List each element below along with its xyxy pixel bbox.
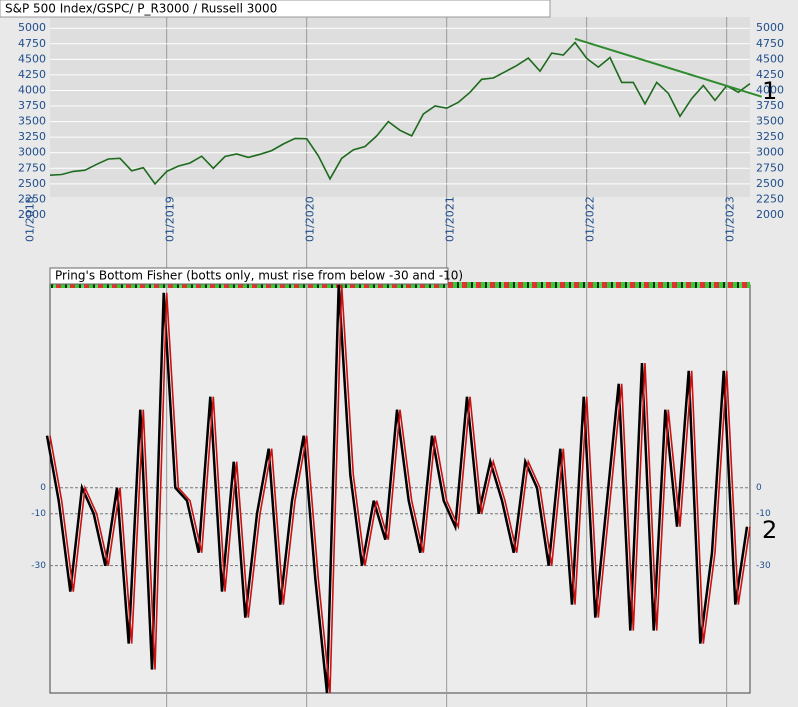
y-tick-label: 4500 — [18, 52, 46, 65]
y-tick-label: 2500 — [756, 177, 784, 190]
x-tick-label: 01/2019 — [164, 196, 177, 242]
y-tick-label: -10 — [756, 509, 771, 519]
x-tick-label: 01/2020 — [304, 196, 317, 242]
x-tick-label: 01/2022 — [584, 196, 597, 242]
y-tick-label: 2250 — [18, 192, 46, 205]
y-tick-label: 3750 — [18, 99, 46, 112]
y-tick-label: 4750 — [18, 37, 46, 50]
y-tick-label: 3250 — [18, 130, 46, 143]
y-tick-label: 3750 — [756, 99, 784, 112]
data-line — [49, 284, 751, 694]
title-box — [49, 267, 449, 285]
y-tick-label: 0 — [756, 483, 762, 493]
plot-area — [49, 284, 751, 694]
x-tick-label: 01/2021 — [444, 196, 457, 242]
data-line — [49, 41, 751, 186]
y-tick-label: 5000 — [756, 21, 784, 34]
panel-title: Pring's Bottom Fisher (botts only, must … — [55, 269, 463, 283]
y-tick-label: 2500 — [18, 177, 46, 190]
y-tick-label: 3000 — [756, 146, 784, 159]
x-tick-label: 01/2018 — [24, 196, 37, 242]
y-tick-label: 3000 — [18, 146, 46, 159]
y-tick-label: 0 — [40, 483, 46, 493]
y-tick-label: 5000 — [18, 21, 46, 34]
chart-title: S&P 500 Index/GSPC/ P_R3000 / Russell 30… — [5, 2, 277, 16]
y-tick-label: 4000 — [18, 83, 46, 96]
y-tick-label: 2250 — [756, 192, 784, 205]
annotation: 2 — [762, 516, 777, 544]
title-box — [0, 0, 551, 18]
annotation: 1 — [762, 77, 777, 105]
y-tick-label: 2000 — [756, 208, 784, 221]
y-tick-label: -30 — [31, 561, 46, 571]
y-tick-label: 2000 — [18, 208, 46, 221]
signal-strip — [50, 282, 750, 288]
y-tick-label: 4000 — [756, 83, 784, 96]
y-tick-label: 4500 — [756, 52, 784, 65]
signal-line — [45, 284, 749, 694]
y-tick-label: 3500 — [756, 115, 784, 128]
y-tick-label: -30 — [756, 561, 771, 571]
y-tick-label: 2750 — [756, 161, 784, 174]
y-tick-label: 4250 — [18, 68, 46, 81]
y-tick-label: 3500 — [18, 115, 46, 128]
y-tick-label: 3250 — [756, 130, 784, 143]
x-tick-label: 01/2023 — [724, 196, 737, 242]
y-tick-label: 4750 — [756, 37, 784, 50]
y-tick-label: -10 — [31, 509, 46, 519]
y-tick-label: 4250 — [756, 68, 784, 81]
trendline — [574, 37, 762, 98]
y-tick-label: 2750 — [18, 161, 46, 174]
